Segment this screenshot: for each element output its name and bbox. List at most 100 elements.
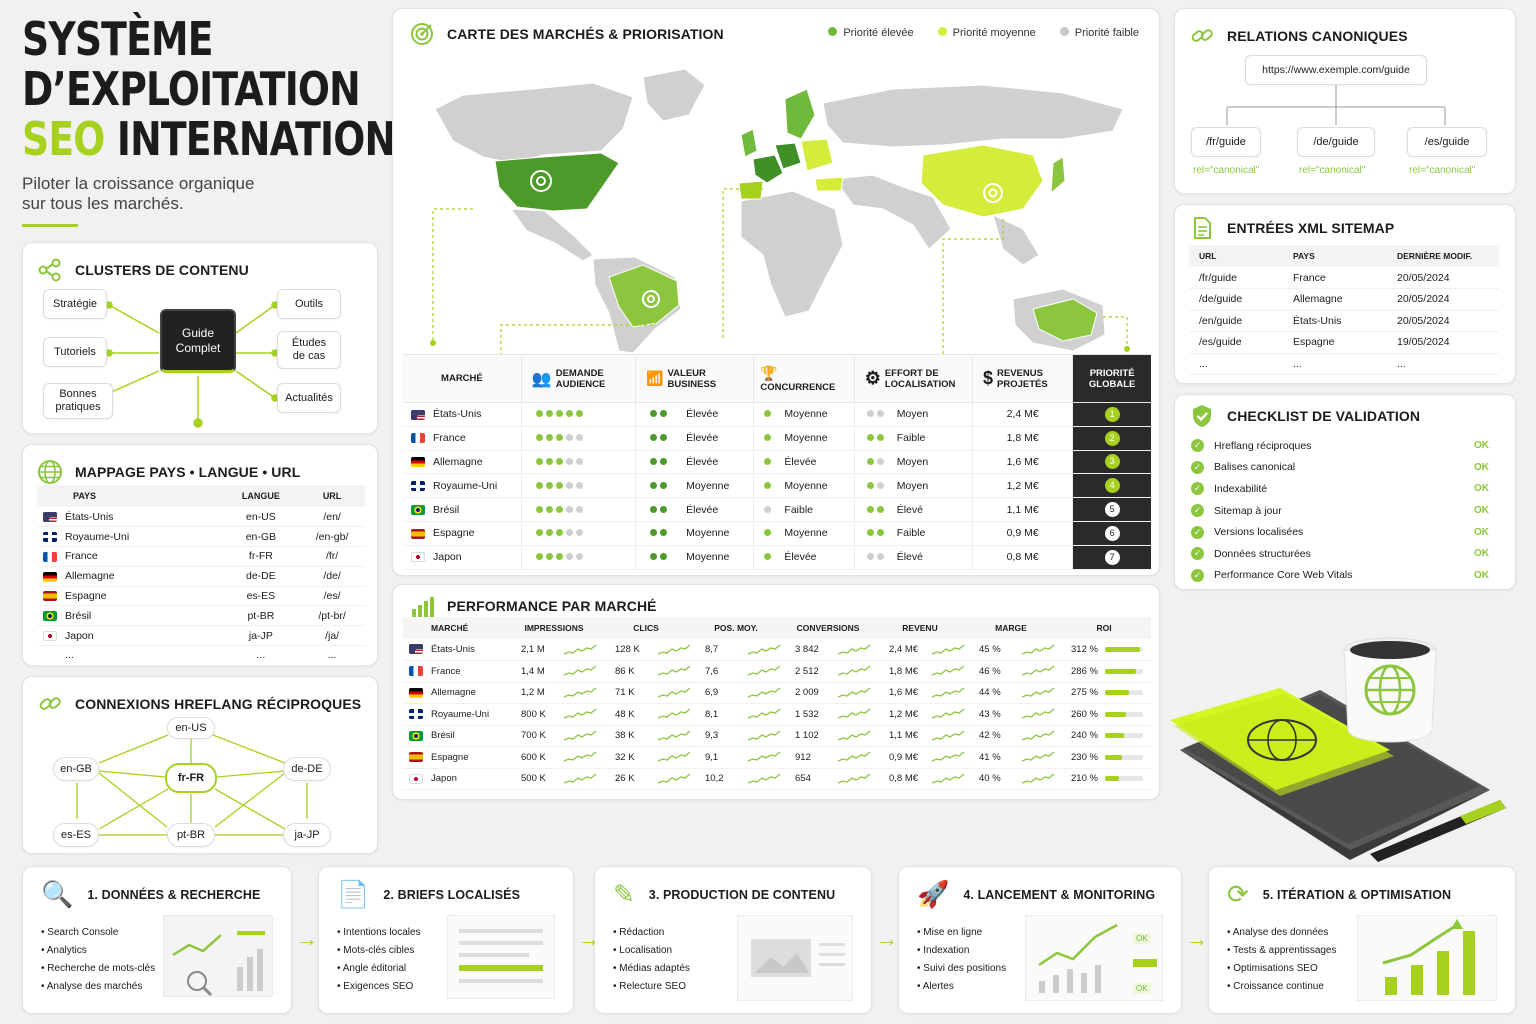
performance-row[interactable]: États-Unis 2,1 M 128 K 8,7 3 842 2,4 M€ 45 % 31… xyxy=(403,639,1151,661)
sitemap-row[interactable]: ......... xyxy=(1189,353,1499,375)
checklist-item[interactable]: ✓ Performance Core Web Vitals OK xyxy=(1191,565,1501,587)
flag-fr-icon xyxy=(409,666,423,677)
performance-row[interactable]: Japon 500 K 26 K 10,2 654 0,8 M€ 40 % 210 % xyxy=(403,768,1151,790)
canonical-url[interactable]: https://www.exemple.com/guide xyxy=(1245,55,1427,85)
map-france[interactable] xyxy=(752,154,784,184)
priority-market: France xyxy=(433,432,466,445)
cluster-bonnes-pratiques[interactable]: Bonnes pratiques xyxy=(43,383,113,419)
mapping-row[interactable]: France fr-FR/fr/ xyxy=(37,547,365,567)
sitemap-pays: Espagne xyxy=(1293,336,1335,349)
step-item: • Analyse des données xyxy=(1227,927,1329,938)
map-legend: Priorité élevée Priorité moyenne Priorit… xyxy=(828,27,1139,39)
canonical-child-de[interactable]: /de/guide xyxy=(1297,127,1375,157)
flag-jp-icon xyxy=(409,773,423,784)
check-circle-icon: ✓ xyxy=(1191,439,1204,453)
step-item: • Analytics xyxy=(41,945,87,956)
mapping-row[interactable]: Japon ja-JP/ja/ xyxy=(37,626,365,646)
perf-clics: 71 K xyxy=(615,687,635,699)
sparkline-icon xyxy=(931,730,965,741)
priority-row[interactable]: Allemagne Élevée Élevée Moyen 1,6 M€ 3 xyxy=(403,450,1151,474)
perf-clics: 38 K xyxy=(615,730,635,742)
priority-row[interactable]: Royaume-Uni Moyenne Moyenne Moyen 1,2 M€ 4 xyxy=(403,473,1151,498)
perf-position: 10,2 xyxy=(705,773,724,785)
performance-row[interactable]: Espagne 600 K 32 K 9,1 912 0,9 M€ 41 % 230 % xyxy=(403,747,1151,768)
checklist-item[interactable]: ✓ Balises canonical OK xyxy=(1191,457,1501,479)
priority-revenue: 1,1 M€ xyxy=(972,497,1074,522)
checklist-item[interactable]: ✓ Versions localisées OK xyxy=(1191,521,1501,543)
checklist-label: Versions localisées xyxy=(1214,526,1304,539)
flag-br-icon xyxy=(411,504,425,515)
cluster-outils[interactable]: Outils xyxy=(277,289,341,319)
hreflang-node-es-es[interactable]: es-ES xyxy=(53,823,99,847)
map-china[interactable] xyxy=(920,144,1044,218)
canonical-child-fr[interactable]: /fr/guide xyxy=(1191,127,1261,157)
checklist-status: OK xyxy=(1474,569,1489,581)
cluster-center-guide[interactable]: Guide Complet xyxy=(160,309,236,373)
sitemap-row[interactable]: /es/guide Espagne 19/05/2024 xyxy=(1189,332,1499,353)
priority-competition: Moyenne xyxy=(784,527,828,540)
checklist-item[interactable]: ✓ Indexabilité OK xyxy=(1191,478,1501,500)
sparkline-icon xyxy=(1021,643,1055,655)
hreflang-node-fr-fr[interactable]: fr-FR xyxy=(165,763,217,793)
hreflang-node-pt-br[interactable]: pt-BR xyxy=(167,823,215,847)
bar-chart-icon: 📶 xyxy=(646,370,664,386)
perf-conversions: 1 102 xyxy=(795,730,819,742)
mapping-url: /pt-br/ xyxy=(318,609,346,622)
cluster-actualites[interactable]: Actualités xyxy=(277,383,341,413)
checklist-item[interactable]: ✓ Données structurées OK xyxy=(1191,543,1501,565)
hreflang-node-de-de[interactable]: de-DE xyxy=(283,757,331,781)
priority-revenue: 1,8 M€ xyxy=(972,426,1074,451)
map-japan[interactable] xyxy=(1050,156,1066,195)
flag-br-icon xyxy=(43,611,57,622)
step-arrow-icon: → xyxy=(1186,926,1208,951)
priority-demand-dots xyxy=(521,426,637,451)
sparkline-icon xyxy=(931,773,965,784)
sparkline-icon xyxy=(1021,773,1055,784)
priority-table: MARCHÉ 👥 DEMANDE AUDIENCE 📶 VALEUR BUSINES… xyxy=(403,354,1151,570)
cluster-strategie[interactable]: Stratégie xyxy=(43,289,107,319)
priority-row[interactable]: Japon Moyenne Élevée Élevé 0,8 M€ 7 xyxy=(403,545,1151,570)
map-spain[interactable] xyxy=(738,180,764,200)
canonical-child-es[interactable]: /es/guide xyxy=(1407,127,1487,157)
checklist-item[interactable]: ✓ Sitemap à jour OK xyxy=(1191,500,1501,522)
mapping-row[interactable]: États-Unis en-US/en/ xyxy=(37,507,365,527)
mapping-row[interactable]: Espagne es-ES/es/ xyxy=(37,586,365,606)
hreflang-node-ja-jp[interactable]: ja-JP xyxy=(283,823,331,847)
performance-row[interactable]: France 1,4 M 86 K 7,6 2 512 1,8 M€ 46 % 286 % xyxy=(403,661,1151,682)
mapping-row[interactable]: Royaume-Uni en-GB/en-gb/ xyxy=(37,527,365,547)
priority-row[interactable]: États-Unis Élevée Moyenne Moyen 2,4 M€ 1 xyxy=(403,402,1151,427)
performance-row[interactable]: Brésil 700 K 38 K 9,3 1 102 1,1 M€ 42 % 240 % xyxy=(403,725,1151,747)
checklist-item[interactable]: ✓ Hreflang réciproques OK xyxy=(1191,435,1501,457)
priority-market: États-Unis xyxy=(433,408,482,421)
mapping-header-langue: LANGUE xyxy=(241,491,280,501)
map-australia[interactable] xyxy=(1032,298,1098,342)
performance-row[interactable]: Allemagne 1,2 M 71 K 6,9 2 009 1,6 M€ 44 % 275 … xyxy=(403,682,1151,704)
mapping-row[interactable]: Brésil pt-BR/pt-br/ xyxy=(37,606,365,626)
canonical-rel-1: rel="canonical" xyxy=(1193,165,1260,176)
hreflang-node-en-us[interactable]: en-US xyxy=(167,717,215,739)
priority-effort: Élevé xyxy=(896,503,923,516)
cluster-etudes-de-cas[interactable]: Études de cas xyxy=(277,331,341,369)
priority-row[interactable]: Brésil Élevée Faible Élevé 1,1 M€ 5 xyxy=(403,497,1151,522)
hreflang-node-en-gb[interactable]: en-GB xyxy=(53,757,99,781)
sitemap-row[interactable]: /fr/guide France 20/05/2024 xyxy=(1189,267,1499,289)
check-circle-icon: ✓ xyxy=(1191,460,1204,474)
priority-header-valeur: VALEUR BUSINESS xyxy=(667,367,717,390)
performance-row[interactable]: Royaume-Uni 800 K 48 K 8,1 1 532 1,2 M€ 43 % 26… xyxy=(403,704,1151,725)
flag-es-icon xyxy=(43,591,57,602)
flag-fr-icon xyxy=(411,433,425,444)
mapping-row[interactable]: ......... xyxy=(37,646,365,666)
sitemap-row[interactable]: /en/guide États-Unis 20/05/2024 xyxy=(1189,310,1499,332)
priority-row[interactable]: France Élevée Moyenne Faible 1,8 M€ 2 xyxy=(403,426,1151,451)
priority-row[interactable]: Espagne Moyenne Moyenne Faible 0,9 M€ 6 xyxy=(403,521,1151,546)
map-uk[interactable] xyxy=(740,128,758,158)
map-germany[interactable] xyxy=(774,142,802,170)
mapping-row[interactable]: Allemagne de-DE/de/ xyxy=(37,566,365,587)
sitemap-pays: ... xyxy=(1293,357,1302,370)
priority-market: Allemagne xyxy=(433,455,483,468)
sitemap-row[interactable]: /de/guide Allemagne 20/05/2024 xyxy=(1189,289,1499,310)
canonical-connectors xyxy=(1226,85,1446,125)
cluster-tutoriels[interactable]: Tutoriels xyxy=(43,337,107,367)
map-usa[interactable] xyxy=(494,152,620,212)
sparkline-icon xyxy=(1021,687,1055,698)
